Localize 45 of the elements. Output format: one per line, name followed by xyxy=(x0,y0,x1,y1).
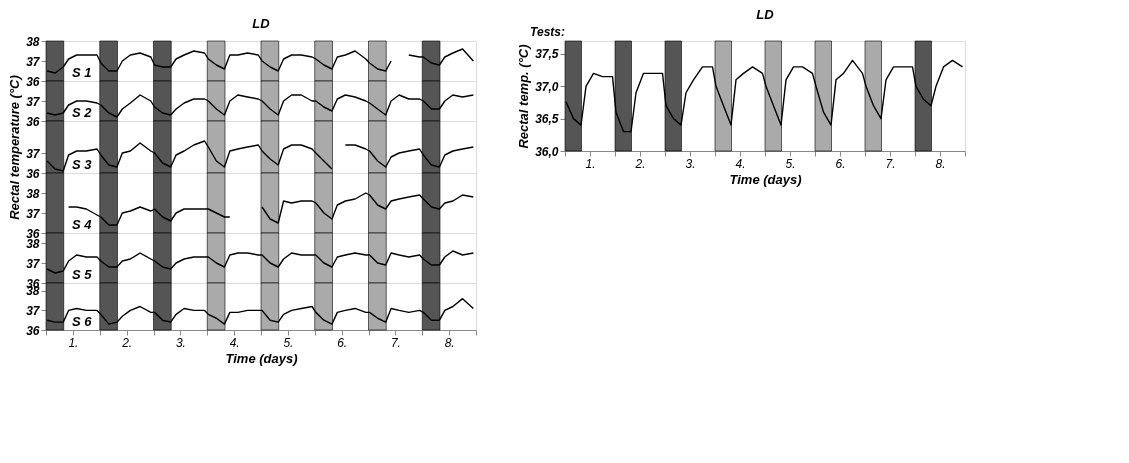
y-axis-title: Rectal temperature (°C) xyxy=(7,75,23,220)
x-tick-label: 8. xyxy=(444,335,455,350)
x-axis-title: Time (days) xyxy=(225,350,298,366)
y-tick-label: 36 xyxy=(26,74,40,89)
series-label: S 5 xyxy=(71,267,93,282)
x-tick-label: 4. xyxy=(735,156,746,171)
x-tick-label: 3. xyxy=(685,156,696,171)
series-label: S 2 xyxy=(71,105,93,120)
y-tick-label: 37 xyxy=(26,206,41,221)
y-axis-title: Rectal temp. (°C) xyxy=(516,44,532,149)
y-tick-label: 36,5 xyxy=(535,112,559,127)
y-tick-label: 37 xyxy=(26,256,41,271)
x-tick-label: 5. xyxy=(785,156,796,171)
x-tick-label: 7. xyxy=(885,156,896,171)
y-tick-label: 37,0 xyxy=(535,79,559,94)
series-label: S 3 xyxy=(71,157,93,172)
x-tick-label: 3. xyxy=(175,335,186,350)
x-tick-label: 1. xyxy=(585,156,596,171)
y-tick-label: 38 xyxy=(26,186,40,201)
x-tick-label: 4. xyxy=(229,335,240,350)
y-tick-label: 36 xyxy=(26,166,40,181)
text: LD xyxy=(252,16,271,31)
y-tick-label: 37 xyxy=(26,94,41,109)
y-tick-label: 36 xyxy=(26,114,40,129)
y-tick-label: 38 xyxy=(26,34,40,49)
x-axis-title: Time (days) xyxy=(729,171,802,187)
x-tick-label: 7. xyxy=(390,335,401,350)
series-label: S 1 xyxy=(71,65,92,80)
text: LD xyxy=(756,7,775,22)
y-tick-label: 37 xyxy=(26,146,41,161)
y-tick-label: 36 xyxy=(26,323,40,338)
x-tick-label: 6. xyxy=(835,156,846,171)
x-tick-label: 1. xyxy=(68,335,79,350)
x-tick-label: 2. xyxy=(121,335,133,350)
x-tick-label: 6. xyxy=(337,335,348,350)
x-tick-label: 5. xyxy=(283,335,294,350)
y-tick-label: 37,5 xyxy=(535,47,559,62)
series-label: S 4 xyxy=(71,217,93,232)
y-tick-label: 36,0 xyxy=(535,144,559,159)
y-tick-label: 37 xyxy=(26,54,41,69)
y-tick-label: 37 xyxy=(26,303,41,318)
text: Tests: xyxy=(530,25,565,39)
x-tick-label: 8. xyxy=(935,156,946,171)
x-tick-label: 2. xyxy=(634,156,646,171)
series-label: S 6 xyxy=(71,314,93,330)
